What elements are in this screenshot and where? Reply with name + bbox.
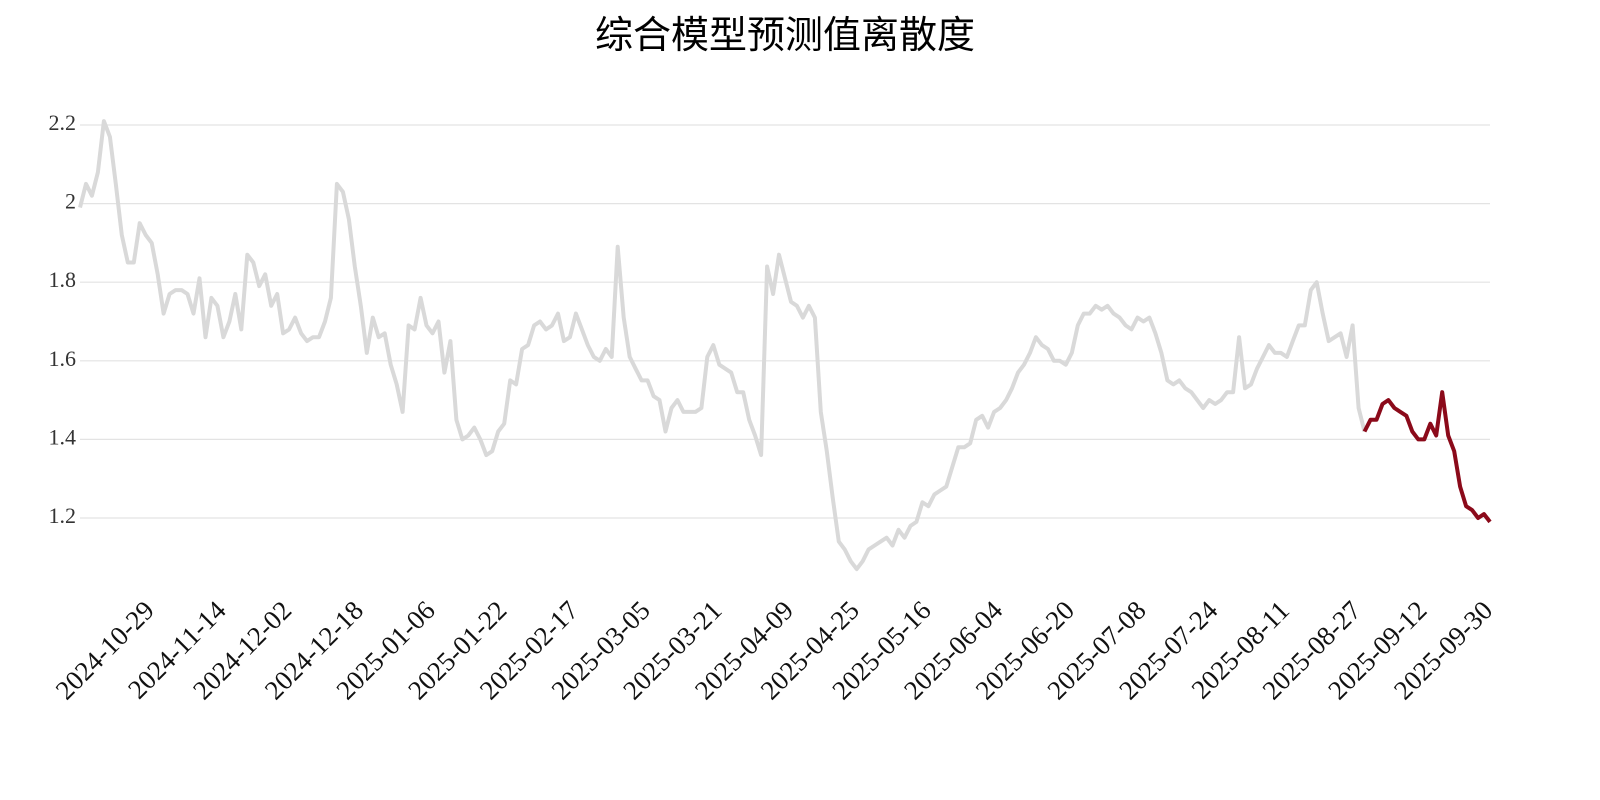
y-tick-label: 1.6: [49, 346, 77, 371]
line: [78, 119, 1367, 572]
chart-title: 综合模型预测值离散度: [595, 15, 975, 57]
y-tick-label: 2: [65, 189, 76, 214]
y-tick-label: 1.4: [49, 424, 77, 449]
y-tick-label: 2.2: [49, 110, 77, 135]
line: [1362, 390, 1492, 524]
y-tick-label: 1.2: [49, 503, 77, 528]
y-tick-label: 1.8: [49, 267, 77, 292]
